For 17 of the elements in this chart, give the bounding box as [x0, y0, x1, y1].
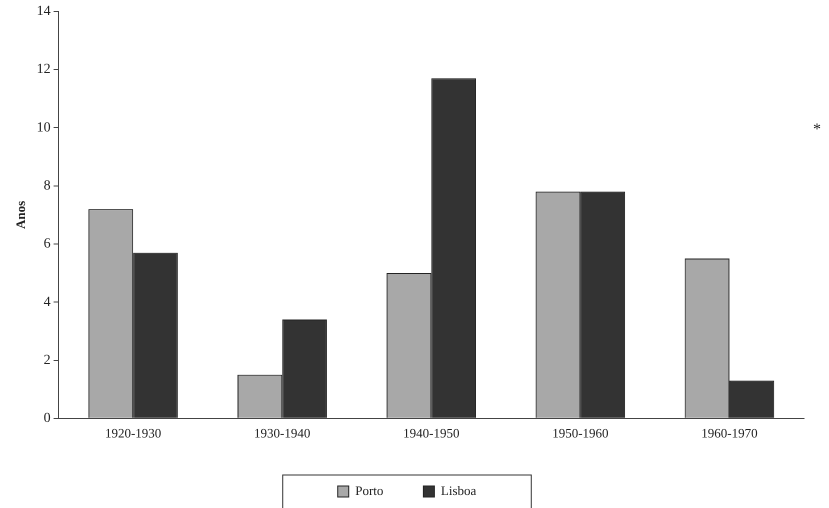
legend-label: Porto — [355, 482, 384, 498]
y-tick-label: 4 — [44, 294, 51, 310]
x-tick-label: 1960-1970 — [701, 426, 758, 441]
y-tick-label: 0 — [44, 411, 51, 426]
x-tick-label: 1940-1950 — [403, 426, 460, 441]
y-tick-label: 2 — [44, 352, 51, 368]
y-tick-label: 10 — [36, 120, 51, 136]
y-tick-label: 14 — [36, 4, 51, 20]
x-tick-label: 1930-1940 — [254, 426, 310, 441]
legend-label: Lisboa — [440, 482, 477, 498]
y-tick-label: 6 — [44, 236, 51, 252]
x-tick-label: 1920-1930 — [104, 426, 162, 441]
y-tick-label: 12 — [36, 62, 51, 78]
x-tick-label: 1950-1960 — [552, 426, 609, 441]
text: * — [813, 121, 821, 138]
y-axis-title: Anos — [13, 200, 28, 229]
y-tick-label: 8 — [44, 178, 51, 194]
